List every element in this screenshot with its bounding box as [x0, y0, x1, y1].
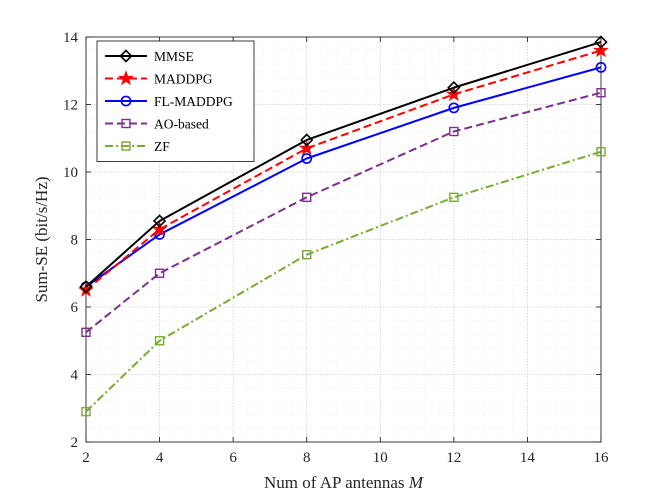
x-tick-label: 14 — [520, 450, 536, 466]
x-tick-label: 6 — [229, 450, 237, 466]
series-line-zf — [85, 150, 602, 413]
series-line-mmse — [85, 41, 602, 288]
series-layer — [78, 35, 609, 417]
series-line-maddpg — [85, 49, 602, 291]
data-point-ao-based — [596, 87, 606, 98]
y-tick-label: 4 — [71, 368, 79, 384]
data-point-zf — [596, 147, 606, 157]
x-tick-label: 10 — [373, 450, 388, 466]
data-point-fl-maddpg — [301, 153, 313, 164]
data-point-maddpg — [593, 42, 609, 58]
legend-marker-fl-maddpg — [120, 95, 132, 107]
data-point-maddpg — [298, 139, 315, 156]
x-tick-label: 4 — [156, 450, 164, 466]
data-point-fl-maddpg — [595, 61, 607, 73]
series-line-ao-based — [85, 91, 602, 334]
data-point-mmse — [594, 35, 608, 49]
y-tick-label: 10 — [63, 165, 78, 181]
series-zf — [81, 147, 606, 417]
y-tick-label: 14 — [63, 30, 79, 46]
x-tick-label: 12 — [446, 450, 461, 466]
axes: 2 4 6 8 10 12 14 16 2 4 6 8 10 12 14 — [63, 30, 609, 466]
legend-marker-ao-based — [121, 118, 131, 129]
x-tick-label: 2 — [82, 450, 90, 466]
data-point-zf — [302, 249, 312, 260]
data-point-mmse — [79, 280, 93, 294]
legend: MMSE MADDPG FL-MADDPG AO-based ZF — [96, 40, 255, 162]
legend-marker-mmse — [119, 49, 133, 63]
data-point-ao-based — [81, 327, 91, 338]
data-point-ao-based — [154, 268, 165, 278]
data-point-zf — [154, 336, 165, 346]
x-axis-label-var: M — [408, 473, 424, 492]
y-axis-label: Sum-SE (bit/s/Hz) — [32, 176, 51, 302]
data-point-mmse — [300, 133, 314, 147]
y-tick-label: 2 — [71, 435, 79, 451]
legend-marker-maddpg — [118, 70, 134, 86]
data-point-zf — [81, 406, 91, 417]
x-tick-label: 8 — [303, 450, 311, 466]
x-axis-label: Num of AP antennas M — [264, 473, 424, 492]
y-tick-label: 6 — [71, 300, 79, 316]
legend-label-fl-maddpg: FL-MADDPG — [154, 94, 233, 109]
legend-label-ao-based: AO-based — [154, 117, 209, 132]
y-tick-label: 8 — [71, 233, 79, 249]
series-ao-based — [81, 87, 606, 338]
legend-marker-zf — [121, 141, 131, 151]
x-axis-label-text: Num of AP antennas — [264, 473, 405, 492]
data-point-zf — [449, 192, 459, 203]
x-tick-label: 16 — [594, 450, 610, 466]
series-mmse — [79, 35, 608, 294]
legend-label-maddpg: MADDPG — [154, 72, 213, 87]
legend-label-zf: ZF — [154, 139, 170, 154]
series-fl-maddpg — [80, 61, 607, 293]
data-point-ao-based — [449, 126, 459, 137]
data-point-fl-maddpg — [448, 102, 460, 114]
data-point-ao-based — [302, 192, 312, 203]
data-point-mmse — [152, 214, 167, 228]
y-tick-label: 12 — [63, 98, 78, 114]
legend-label-mmse: MMSE — [154, 49, 194, 64]
data-point-mmse — [447, 80, 461, 95]
series-line-fl-maddpg — [85, 66, 602, 288]
